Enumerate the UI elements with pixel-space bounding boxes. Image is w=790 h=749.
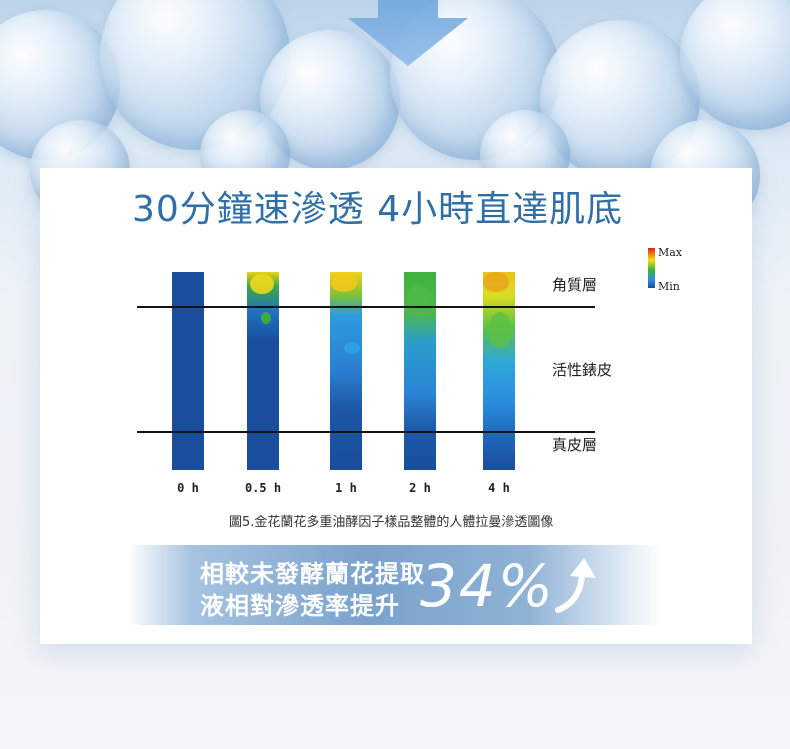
up-arrow-icon (555, 558, 596, 613)
penetration-percent: 34% (420, 552, 555, 620)
color-scale-bar (648, 248, 655, 288)
bar-1h (330, 272, 362, 470)
figure-caption: 圖5.金花蘭花多重油酵因子樣品整體的人體拉曼滲透圖像 (229, 515, 554, 530)
banner-line-1: 相較未發酵蘭花提取 (200, 560, 425, 588)
banner-line-2: 液相對滲透率提升 (200, 592, 400, 620)
time-label-1: 0.5 h (245, 481, 281, 495)
layer-label-stratum-corneum: 角質層 (552, 276, 597, 294)
down-arrow-icon (348, 0, 468, 66)
layer-label-epidermis: 活性錶皮 (552, 361, 612, 379)
legend-min-label: Min (658, 280, 680, 293)
legend-max-label: Max (658, 246, 683, 259)
bar-4h (483, 272, 515, 470)
time-label-3: 2 h (409, 481, 431, 495)
time-label-2: 1 h (335, 481, 357, 495)
bar-0-5h (247, 272, 279, 470)
time-label-0: 0 h (177, 481, 199, 495)
comparison-banner (128, 545, 660, 625)
page-title: 30分鐘速滲透 4小時直達肌底 (132, 189, 624, 230)
time-label-4: 4 h (488, 481, 510, 495)
layer-label-dermis: 真皮層 (552, 436, 597, 454)
bar-0h (172, 272, 204, 470)
